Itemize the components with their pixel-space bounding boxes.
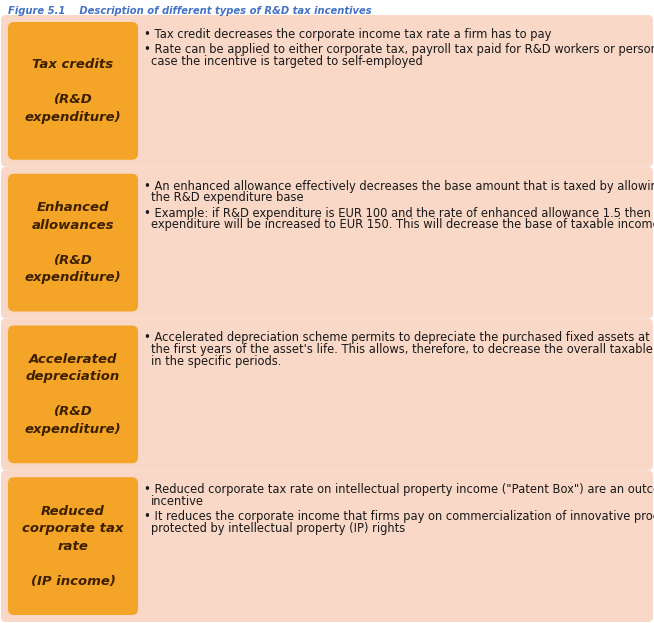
Text: incentive: incentive	[151, 495, 204, 508]
Text: Accelerated
depreciation

(R&D
expenditure): Accelerated depreciation (R&D expenditur…	[25, 353, 121, 436]
FancyBboxPatch shape	[8, 477, 138, 615]
Text: Reduced
corporate tax
rate

(IP income): Reduced corporate tax rate (IP income)	[22, 505, 124, 587]
Text: expenditure will be increased to EUR 150. This will decrease the base of taxable: expenditure will be increased to EUR 150…	[151, 218, 654, 231]
Text: the R&D expenditure base: the R&D expenditure base	[151, 191, 303, 204]
Text: Enhanced
allowances

(R&D
expenditure): Enhanced allowances (R&D expenditure)	[25, 201, 121, 284]
Text: • It reduces the corporate income that firms pay on commercialization of innovat: • It reduces the corporate income that f…	[144, 510, 654, 523]
Text: Tax credits

(R&D
expenditure): Tax credits (R&D expenditure)	[25, 58, 121, 123]
FancyBboxPatch shape	[8, 174, 138, 312]
Text: in the specific periods.: in the specific periods.	[151, 354, 281, 368]
Text: • Accelerated depreciation scheme permits to depreciate the purchased fixed asse: • Accelerated depreciation scheme permit…	[144, 331, 654, 345]
Text: protected by intellectual property (IP) rights: protected by intellectual property (IP) …	[151, 521, 405, 535]
FancyBboxPatch shape	[1, 318, 653, 470]
Text: • Example: if R&D expenditure is EUR 100 and the rate of enhanced allowance 1.5 : • Example: if R&D expenditure is EUR 100…	[144, 207, 654, 220]
Text: • Rate can be applied to either corporate tax, payroll tax paid for R&D workers : • Rate can be applied to either corporat…	[144, 44, 654, 57]
Text: • An enhanced allowance effectively decreases the base amount that is taxed by a: • An enhanced allowance effectively decr…	[144, 180, 654, 193]
Text: • Tax credit decreases the corporate income tax rate a firm has to pay: • Tax credit decreases the corporate inc…	[144, 28, 551, 41]
FancyBboxPatch shape	[1, 15, 653, 167]
FancyBboxPatch shape	[8, 325, 138, 464]
FancyBboxPatch shape	[1, 470, 653, 622]
Text: • Reduced corporate tax rate on intellectual property income ("Patent Box") are : • Reduced corporate tax rate on intellec…	[144, 483, 654, 497]
Text: case the incentive is targeted to self-employed: case the incentive is targeted to self-e…	[151, 55, 422, 68]
Text: Figure 5.1    Description of different types of R&D tax incentives: Figure 5.1 Description of different type…	[8, 6, 371, 16]
FancyBboxPatch shape	[8, 22, 138, 159]
FancyBboxPatch shape	[1, 167, 653, 318]
Text: the first years of the asset's life. This allows, therefore, to decrease the ove: the first years of the asset's life. Thi…	[151, 343, 654, 356]
